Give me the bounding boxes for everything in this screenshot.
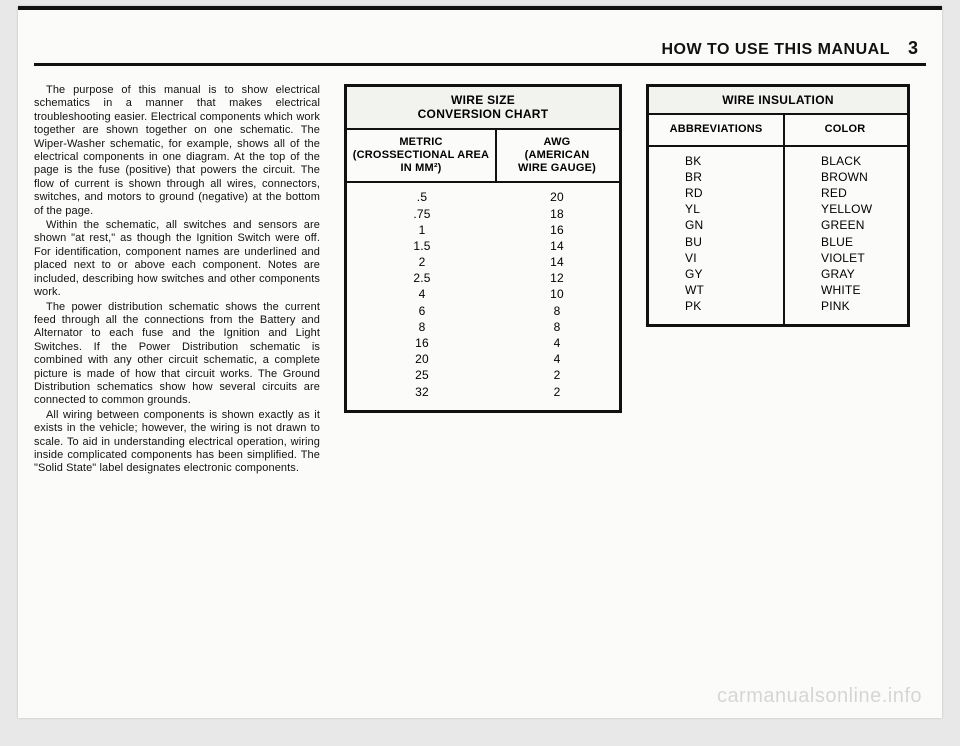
cell: 16 xyxy=(497,222,617,238)
cell: 20 xyxy=(347,351,497,367)
cell: 16 xyxy=(347,335,497,351)
wire-size-title-l1: WIRE SIZE xyxy=(451,93,515,107)
cell: 12 xyxy=(497,270,617,286)
cell: BR xyxy=(649,169,783,185)
column-layout: The purpose of this manual is to show el… xyxy=(34,84,926,477)
insulation-col-abbr: BK BR RD YL GN BU VI GY WT PK xyxy=(649,147,785,325)
wire-size-body: .5 .75 1 1.5 2 2.5 4 6 8 16 20 25 xyxy=(347,183,619,409)
cell: WHITE xyxy=(785,282,905,298)
insulation-title: WIRE INSULATION xyxy=(649,87,907,115)
page-number: 3 xyxy=(908,38,918,59)
cell: 4 xyxy=(347,286,497,302)
cell: 2.5 xyxy=(347,270,497,286)
cell: BLACK xyxy=(785,153,905,169)
cell: 4 xyxy=(497,351,617,367)
paragraph: The purpose of this manual is to show el… xyxy=(34,84,320,218)
cell: 25 xyxy=(347,367,497,383)
cell: 2 xyxy=(347,254,497,270)
cell: 8 xyxy=(347,319,497,335)
watermark: carmanualsonline.info xyxy=(717,685,922,708)
paragraph: All wiring between components is shown e… xyxy=(34,409,320,476)
cell: PK xyxy=(649,298,783,314)
cell: BK xyxy=(649,153,783,169)
cell: BROWN xyxy=(785,169,905,185)
cell: 8 xyxy=(497,303,617,319)
cell: VI xyxy=(649,250,783,266)
page-header: HOW TO USE THIS MANUAL 3 xyxy=(34,38,926,59)
cell: YELLOW xyxy=(785,201,905,217)
header-rule xyxy=(34,63,926,66)
cell: 1.5 xyxy=(347,238,497,254)
cell: 8 xyxy=(497,319,617,335)
insulation-body: BK BR RD YL GN BU VI GY WT PK BLAC xyxy=(649,147,907,325)
insulation-table-wrap: WIRE INSULATION ABBREVIATIONS COLOR BK B… xyxy=(646,84,910,327)
cell: GREEN xyxy=(785,217,905,233)
cell: 1 xyxy=(347,222,497,238)
cell: YL xyxy=(649,201,783,217)
cell: 14 xyxy=(497,238,617,254)
wire-size-header-row: METRIC (CROSSECTIONAL AREA IN MM²) AWG (… xyxy=(347,130,619,184)
wire-size-table: WIRE SIZE CONVERSION CHART METRIC (CROSS… xyxy=(344,84,622,413)
wire-size-col-metric: .5 .75 1 1.5 2 2.5 4 6 8 16 20 25 xyxy=(347,183,497,409)
wire-size-title-l2: CONVERSION CHART xyxy=(418,107,549,121)
insulation-header-row: ABBREVIATIONS COLOR xyxy=(649,115,907,146)
content-area: HOW TO USE THIS MANUAL 3 The purpose of … xyxy=(34,38,926,477)
cell: 14 xyxy=(497,254,617,270)
wire-size-col-awg: 20 18 16 14 14 12 10 8 8 4 4 2 2 xyxy=(497,183,617,409)
insulation-col-color: BLACK BROWN RED YELLOW GREEN BLUE VIOLET… xyxy=(785,147,905,325)
wire-size-table-wrap: WIRE SIZE CONVERSION CHART METRIC (CROSS… xyxy=(344,84,622,413)
cell: VIOLET xyxy=(785,250,905,266)
insulation-table: WIRE INSULATION ABBREVIATIONS COLOR BK B… xyxy=(646,84,910,327)
cell: GN xyxy=(649,217,783,233)
section-title: HOW TO USE THIS MANUAL xyxy=(662,41,890,59)
cell: 18 xyxy=(497,206,617,222)
insulation-head-abbr: ABBREVIATIONS xyxy=(649,115,785,144)
cell: 2 xyxy=(497,367,617,383)
document-page: HOW TO USE THIS MANUAL 3 The purpose of … xyxy=(18,6,942,718)
body-text-column: The purpose of this manual is to show el… xyxy=(34,84,320,477)
cell: RD xyxy=(649,185,783,201)
wire-size-title: WIRE SIZE CONVERSION CHART xyxy=(347,87,619,130)
cell: 10 xyxy=(497,286,617,302)
cell: 32 xyxy=(347,384,497,400)
cell: WT xyxy=(649,282,783,298)
paragraph: The power distribution schematic shows t… xyxy=(34,301,320,408)
cell: 20 xyxy=(497,189,617,205)
cell: BU xyxy=(649,234,783,250)
cell: BLUE xyxy=(785,234,905,250)
paragraph: Within the schematic, all switches and s… xyxy=(34,219,320,299)
cell: 4 xyxy=(497,335,617,351)
cell: PINK xyxy=(785,298,905,314)
cell: RED xyxy=(785,185,905,201)
cell: 2 xyxy=(497,384,617,400)
cell: 6 xyxy=(347,303,497,319)
cell: GRAY xyxy=(785,266,905,282)
cell: GY xyxy=(649,266,783,282)
wire-size-head-awg: AWG (AMERICAN WIRE GAUGE) xyxy=(497,130,617,182)
insulation-head-color: COLOR xyxy=(785,115,905,144)
wire-size-head-metric: METRIC (CROSSECTIONAL AREA IN MM²) xyxy=(347,130,497,182)
cell: .5 xyxy=(347,189,497,205)
cell: .75 xyxy=(347,206,497,222)
